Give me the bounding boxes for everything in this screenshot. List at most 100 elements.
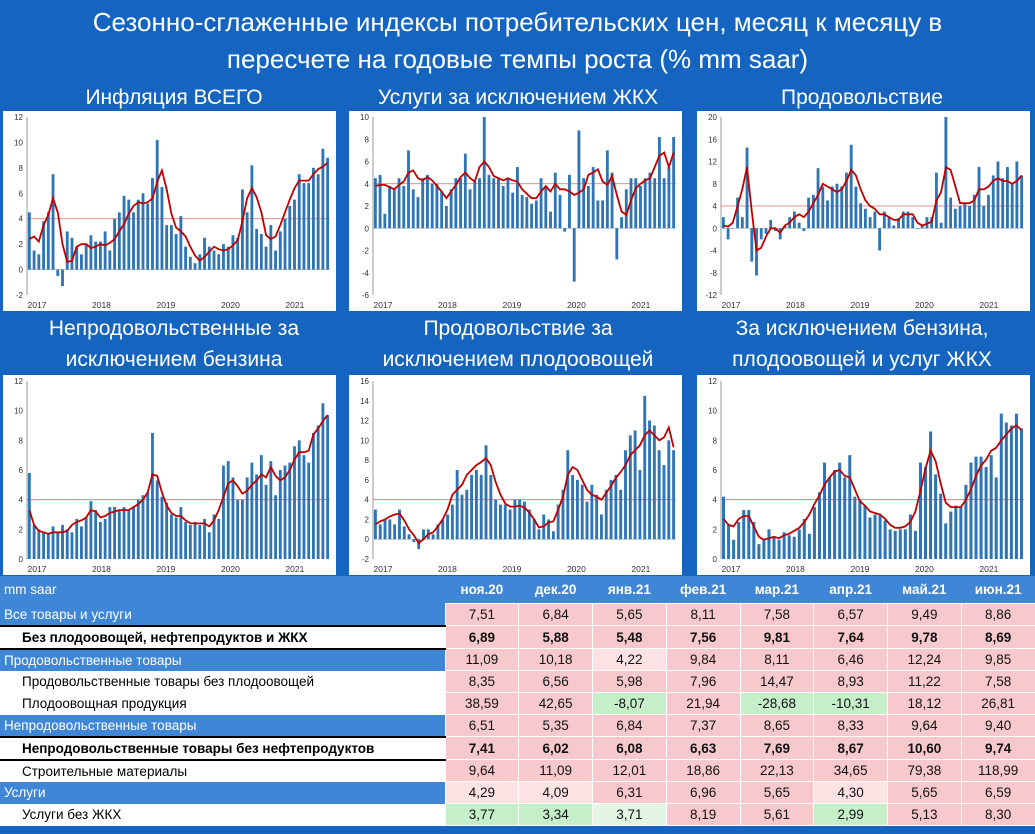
bar — [652, 425, 656, 540]
bar — [908, 514, 912, 559]
trend-line — [375, 151, 675, 217]
bar — [802, 518, 806, 559]
bar — [179, 216, 183, 270]
x-tick-label: 2020 — [915, 564, 934, 574]
bar — [160, 496, 164, 559]
bar — [80, 526, 83, 559]
bar — [274, 495, 277, 559]
bar — [854, 186, 858, 229]
bar — [56, 532, 60, 559]
bar — [56, 269, 60, 276]
bar — [297, 440, 301, 559]
bar — [736, 197, 739, 229]
table-cell: 7,64 — [813, 625, 888, 649]
bar — [863, 208, 867, 229]
bar — [580, 484, 584, 540]
bar — [484, 445, 488, 540]
bar — [553, 172, 557, 229]
table-cell: 9,84 — [665, 648, 741, 671]
table-row: Без плодоовощей, нефтепродуктов и ЖКХ 6,8… — [0, 624, 1035, 650]
bar — [605, 150, 609, 229]
table-cell: 79,38 — [887, 759, 962, 782]
bar — [307, 183, 311, 270]
bar — [489, 474, 493, 540]
bar — [383, 519, 387, 540]
table-header-label: mm saar — [0, 576, 445, 604]
y-tick-label: 6 — [713, 466, 718, 475]
bar — [422, 529, 425, 540]
bar — [46, 212, 50, 270]
table-cell: 9,85 — [960, 648, 1035, 671]
bar — [797, 529, 801, 559]
x-tick-label: 2019 — [502, 300, 521, 310]
bar — [807, 533, 811, 559]
table-cell: 6,84 — [592, 714, 667, 737]
bar — [953, 208, 957, 229]
bar — [930, 217, 934, 229]
table-row: Непродовольственные товары 6,51 5,35 6,84 7,… — [0, 714, 1035, 737]
bar — [179, 507, 183, 559]
table-cell: 8,67 — [813, 736, 888, 760]
bar — [657, 450, 661, 540]
bar — [849, 144, 853, 229]
bar — [830, 186, 834, 229]
trend-line — [28, 162, 329, 263]
table-cell: 8,35 — [444, 670, 520, 693]
table-row: Услуги без ЖКХ 3,77 3,34 3,71 8,19 5,61 2,99 5,… — [0, 803, 1035, 826]
table-cell: 4,29 — [444, 781, 520, 804]
bar — [643, 395, 647, 540]
bar — [520, 194, 524, 229]
bar — [624, 189, 628, 229]
bar — [487, 174, 491, 229]
bar — [94, 241, 98, 270]
bar — [958, 206, 962, 229]
bar — [98, 521, 102, 559]
bar — [628, 435, 632, 540]
bar — [619, 489, 623, 540]
bar — [288, 462, 292, 559]
bar — [326, 415, 330, 559]
trend-line — [723, 165, 1023, 252]
bar — [633, 430, 637, 540]
table-cell: 26,81 — [960, 692, 1035, 715]
bar — [288, 206, 292, 270]
bar — [37, 529, 41, 559]
bar — [245, 212, 249, 270]
bar — [901, 211, 905, 229]
table-cell: 5,65 — [887, 781, 962, 804]
bar — [321, 403, 325, 559]
bar — [264, 246, 268, 270]
y-tick-label: 2 — [713, 525, 718, 534]
bar — [737, 521, 741, 559]
bar — [934, 474, 938, 559]
bar — [959, 507, 963, 559]
bar — [672, 137, 676, 229]
row-label: Непродовольственные товары без нефтепрод… — [0, 735, 445, 761]
bar — [407, 534, 411, 540]
bar — [122, 195, 126, 270]
bar — [283, 465, 287, 559]
table-row: Продовольственные товары 11,09 10,18 4,22 9,… — [0, 648, 1035, 671]
bar — [772, 536, 776, 559]
bar — [600, 514, 603, 540]
bar — [460, 494, 464, 540]
table-cell: 8,86 — [960, 603, 1035, 626]
table-header-month: май.21 — [887, 576, 962, 604]
y-tick-label: 16 — [708, 135, 717, 144]
bar — [297, 174, 301, 270]
bar — [745, 147, 749, 229]
bar — [868, 217, 872, 229]
bar — [604, 489, 608, 540]
table-cell: 5,48 — [592, 625, 667, 649]
bar — [240, 189, 244, 270]
y-tick-label: -6 — [362, 291, 370, 300]
bar — [571, 474, 575, 540]
y-tick-label: 2 — [19, 525, 24, 534]
table-cell: 8,11 — [739, 648, 815, 671]
bar — [446, 514, 449, 540]
bar — [146, 203, 150, 270]
bar — [84, 244, 88, 270]
y-tick-label: 4 — [713, 202, 718, 211]
table-cell: 5,88 — [518, 625, 593, 649]
bar — [378, 174, 382, 229]
